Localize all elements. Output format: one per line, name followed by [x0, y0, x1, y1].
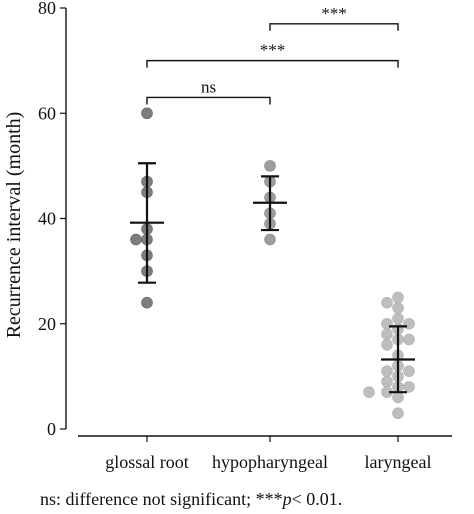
data-point [403, 333, 415, 346]
data-point [381, 296, 393, 309]
data-point [392, 407, 404, 420]
y-axis: 0 20 40 60 80 [38, 0, 67, 439]
data-points [130, 107, 415, 420]
x-axis: glossal root hypopharyngeal laryngeal [78, 435, 452, 472]
y-tick-label: 60 [38, 103, 56, 123]
error-bars [130, 162, 415, 394]
y-tick-label: 0 [47, 419, 56, 439]
x-tick-label: laryngeal [365, 452, 432, 472]
significance-label: ns [201, 77, 216, 96]
y-tick-label: 20 [38, 314, 56, 334]
data-point [392, 391, 404, 404]
data-point [403, 317, 415, 330]
data-point [381, 365, 393, 377]
footnote-p: p [281, 489, 292, 509]
data-point [363, 386, 375, 398]
y-tick-label: 40 [38, 209, 56, 229]
data-point [392, 302, 404, 314]
y-axis-label: Recurrence interval (month) [3, 112, 25, 339]
significance-label: *** [321, 4, 347, 23]
data-point [141, 107, 153, 120]
data-point [381, 328, 393, 341]
significance-label: *** [260, 41, 286, 60]
data-point [403, 365, 415, 377]
x-tick-label: glossal root [105, 452, 189, 472]
data-point [403, 381, 415, 393]
footnote-suffix: < 0.01. [292, 489, 343, 509]
footnote-prefix: ns: difference not significant; *** [40, 489, 283, 509]
x-tick-label: hypopharyngeal [212, 452, 328, 472]
data-point [392, 312, 404, 325]
data-point [381, 375, 393, 388]
data-point [130, 233, 142, 246]
y-tick-label: 80 [38, 0, 56, 18]
data-point [381, 317, 393, 330]
data-point [392, 291, 404, 304]
significance-brackets: ns *** *** [146, 4, 399, 105]
data-point [264, 233, 276, 246]
data-point [264, 160, 276, 172]
significance-bracket [146, 59, 399, 68]
footnote: ns: difference not significant; ***p< 0.… [40, 489, 342, 509]
data-point [141, 296, 153, 309]
significance-bracket [269, 23, 399, 31]
significance-bracket [146, 96, 271, 105]
data-point [381, 338, 393, 351]
